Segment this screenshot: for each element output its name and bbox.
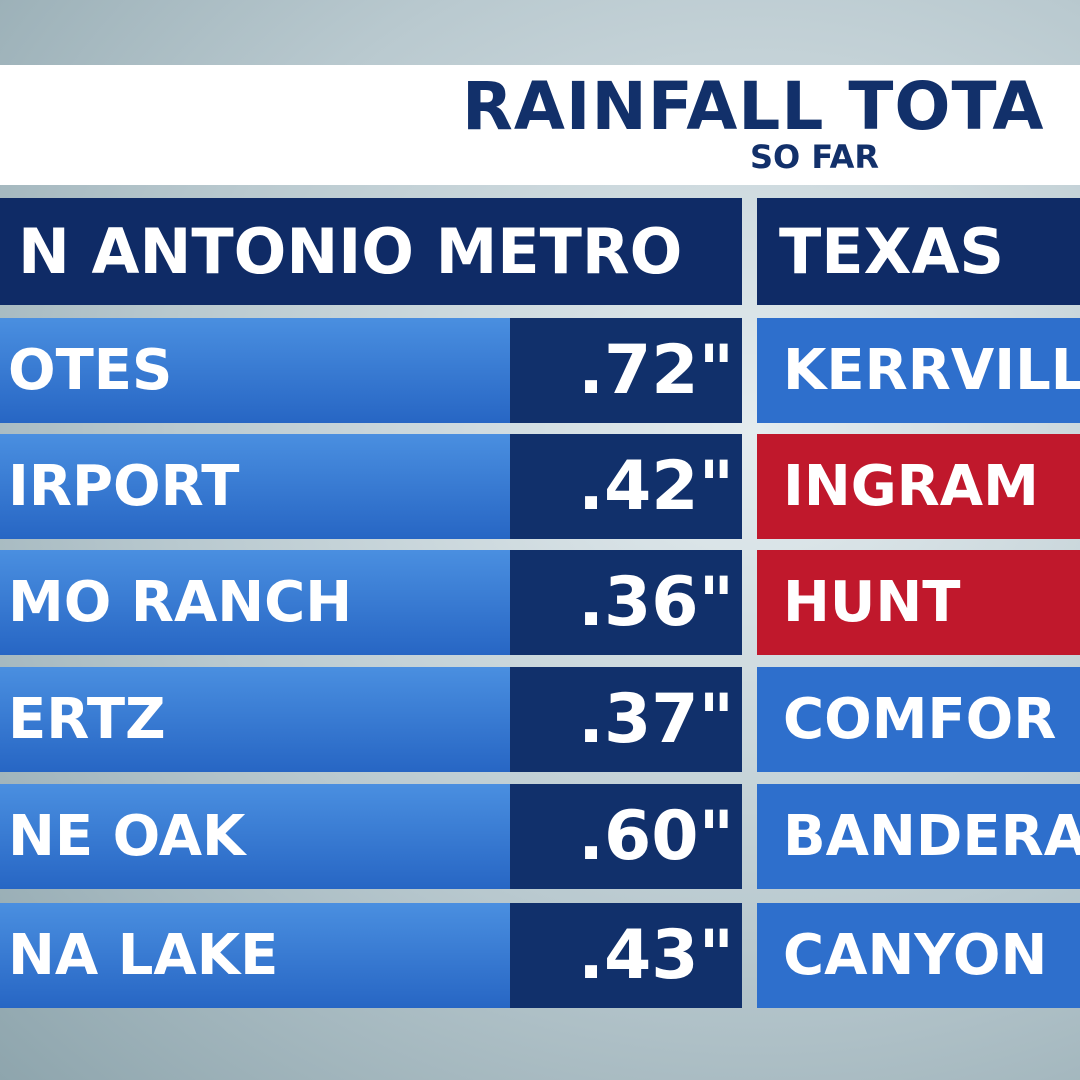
location-name: NA LAKE bbox=[0, 903, 510, 1008]
location-name: ERTZ bbox=[0, 667, 510, 772]
location-name: KERRVILL bbox=[757, 318, 1080, 423]
title: RAINFALL TOTA bbox=[462, 68, 1045, 145]
left-heading: N ANTONIO METRO bbox=[0, 198, 742, 305]
location-name: IRPORT bbox=[0, 434, 510, 539]
location-name: HUNT bbox=[757, 550, 1080, 655]
location-name: NE OAK bbox=[0, 784, 510, 889]
title-band bbox=[0, 65, 1080, 185]
location-name: OTES bbox=[0, 318, 510, 423]
rainfall-value: .36" bbox=[510, 550, 742, 655]
location-name: BANDERA bbox=[757, 784, 1080, 889]
right-heading: TEXAS bbox=[757, 198, 1080, 305]
subtitle: SO FAR bbox=[750, 138, 879, 176]
location-name: CANYON bbox=[757, 903, 1080, 1008]
rainfall-value: .37" bbox=[510, 667, 742, 772]
rainfall-value: .42" bbox=[510, 434, 742, 539]
rainfall-value: .72" bbox=[510, 318, 742, 423]
rainfall-value: .60" bbox=[510, 784, 742, 889]
location-name: MO RANCH bbox=[0, 550, 510, 655]
location-name: INGRAM bbox=[757, 434, 1080, 539]
location-name: COMFOR bbox=[757, 667, 1080, 772]
rainfall-value: .43" bbox=[510, 903, 742, 1008]
